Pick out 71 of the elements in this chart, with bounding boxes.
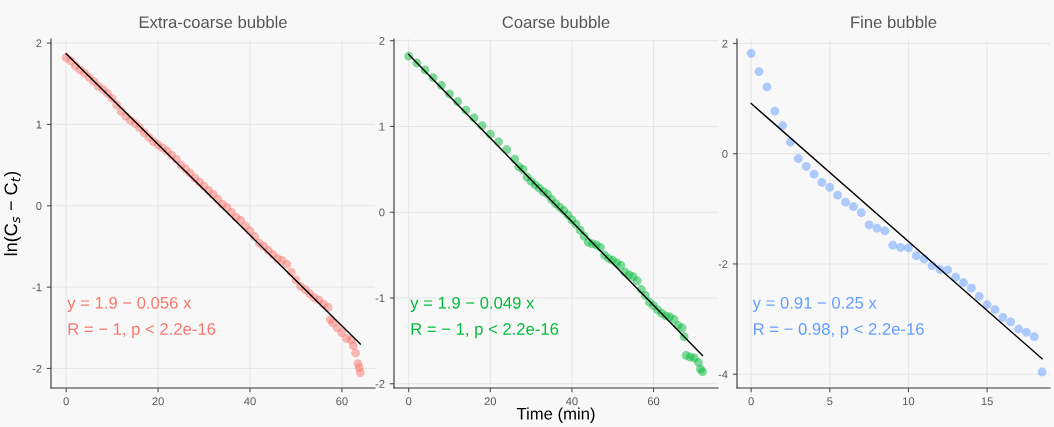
y-tick-label: 0 — [36, 202, 42, 210]
point — [817, 177, 827, 187]
chart-title: Coarse bubble — [502, 15, 610, 29]
point — [770, 106, 780, 116]
point — [754, 67, 764, 76]
point — [778, 121, 787, 130]
x-tick-label: 15 — [981, 397, 993, 406]
y-tick-label: -4 — [718, 370, 728, 379]
annotation: R = − 1, p < 2.2e-16 — [68, 323, 216, 339]
point — [951, 272, 961, 282]
y-axis-title: ln(C$_{s}$ − C$_{t}$) — [4, 171, 21, 256]
point — [809, 169, 819, 179]
x-tick-label: 40 — [244, 397, 256, 406]
annotation: R = − 0.98, p < 2.2e-16 — [754, 323, 924, 339]
point — [1029, 332, 1039, 342]
point — [872, 223, 882, 233]
y-tick-label: 2 — [379, 36, 385, 45]
x-tick-label: 0 — [406, 397, 412, 406]
y-tick-label: -2 — [375, 379, 385, 388]
point — [896, 243, 905, 252]
y-tick-label: 1 — [36, 120, 42, 129]
y-tick-label: 2 — [722, 39, 728, 48]
point — [833, 190, 843, 200]
x-axis-title: Time (min) — [516, 407, 595, 423]
x-tick-label: 60 — [647, 397, 660, 406]
x-tick-label: 0 — [63, 397, 69, 406]
annotation: y = 1.9 − 0.056 x — [67, 296, 192, 313]
annotation: y = 1.9 − 0.049 x — [410, 296, 535, 313]
y-tick-label: -1 — [375, 294, 385, 302]
y-tick-label: 0 — [722, 149, 728, 158]
point — [746, 48, 756, 58]
y-tick-label: -2 — [718, 260, 728, 268]
point — [959, 278, 968, 288]
point — [1037, 367, 1047, 377]
point — [1022, 327, 1031, 337]
y-tick-label: 2 — [36, 39, 42, 48]
point — [825, 182, 835, 192]
x-tick-label: 0 — [748, 397, 754, 406]
x-tick-label: 60 — [336, 397, 348, 406]
point — [841, 197, 850, 207]
point — [966, 283, 976, 293]
point — [880, 226, 890, 236]
point — [943, 265, 953, 275]
point — [904, 243, 913, 253]
point — [982, 300, 992, 310]
point — [888, 240, 898, 250]
y-tick-label: 1 — [379, 122, 385, 131]
point — [998, 313, 1008, 322]
point — [990, 305, 1000, 315]
y-tick-label: -1 — [32, 283, 42, 292]
point — [849, 202, 858, 211]
point — [856, 208, 866, 218]
point — [1014, 324, 1023, 334]
point — [911, 251, 921, 261]
point — [974, 292, 984, 301]
y-tick-label: 0 — [379, 208, 385, 217]
point — [1006, 317, 1016, 327]
x-tick-label: 20 — [152, 397, 164, 406]
chart-title: Extra-coarse bubble — [139, 15, 287, 29]
annotation: R = − 1, p < 2.2e-16 — [411, 323, 559, 339]
chart-title: Fine bubble — [851, 15, 937, 29]
x-tick-label: 10 — [903, 397, 915, 406]
x-tick-label: 5 — [827, 397, 833, 406]
x-tick-label: 40 — [565, 397, 578, 406]
y-tick-label: -2 — [32, 364, 42, 373]
point — [762, 82, 772, 92]
point — [864, 220, 874, 230]
point — [801, 161, 811, 171]
point — [793, 154, 803, 164]
x-tick-label: 20 — [484, 397, 497, 406]
annotation: y = 0.91 − 0.25 x — [752, 296, 877, 313]
